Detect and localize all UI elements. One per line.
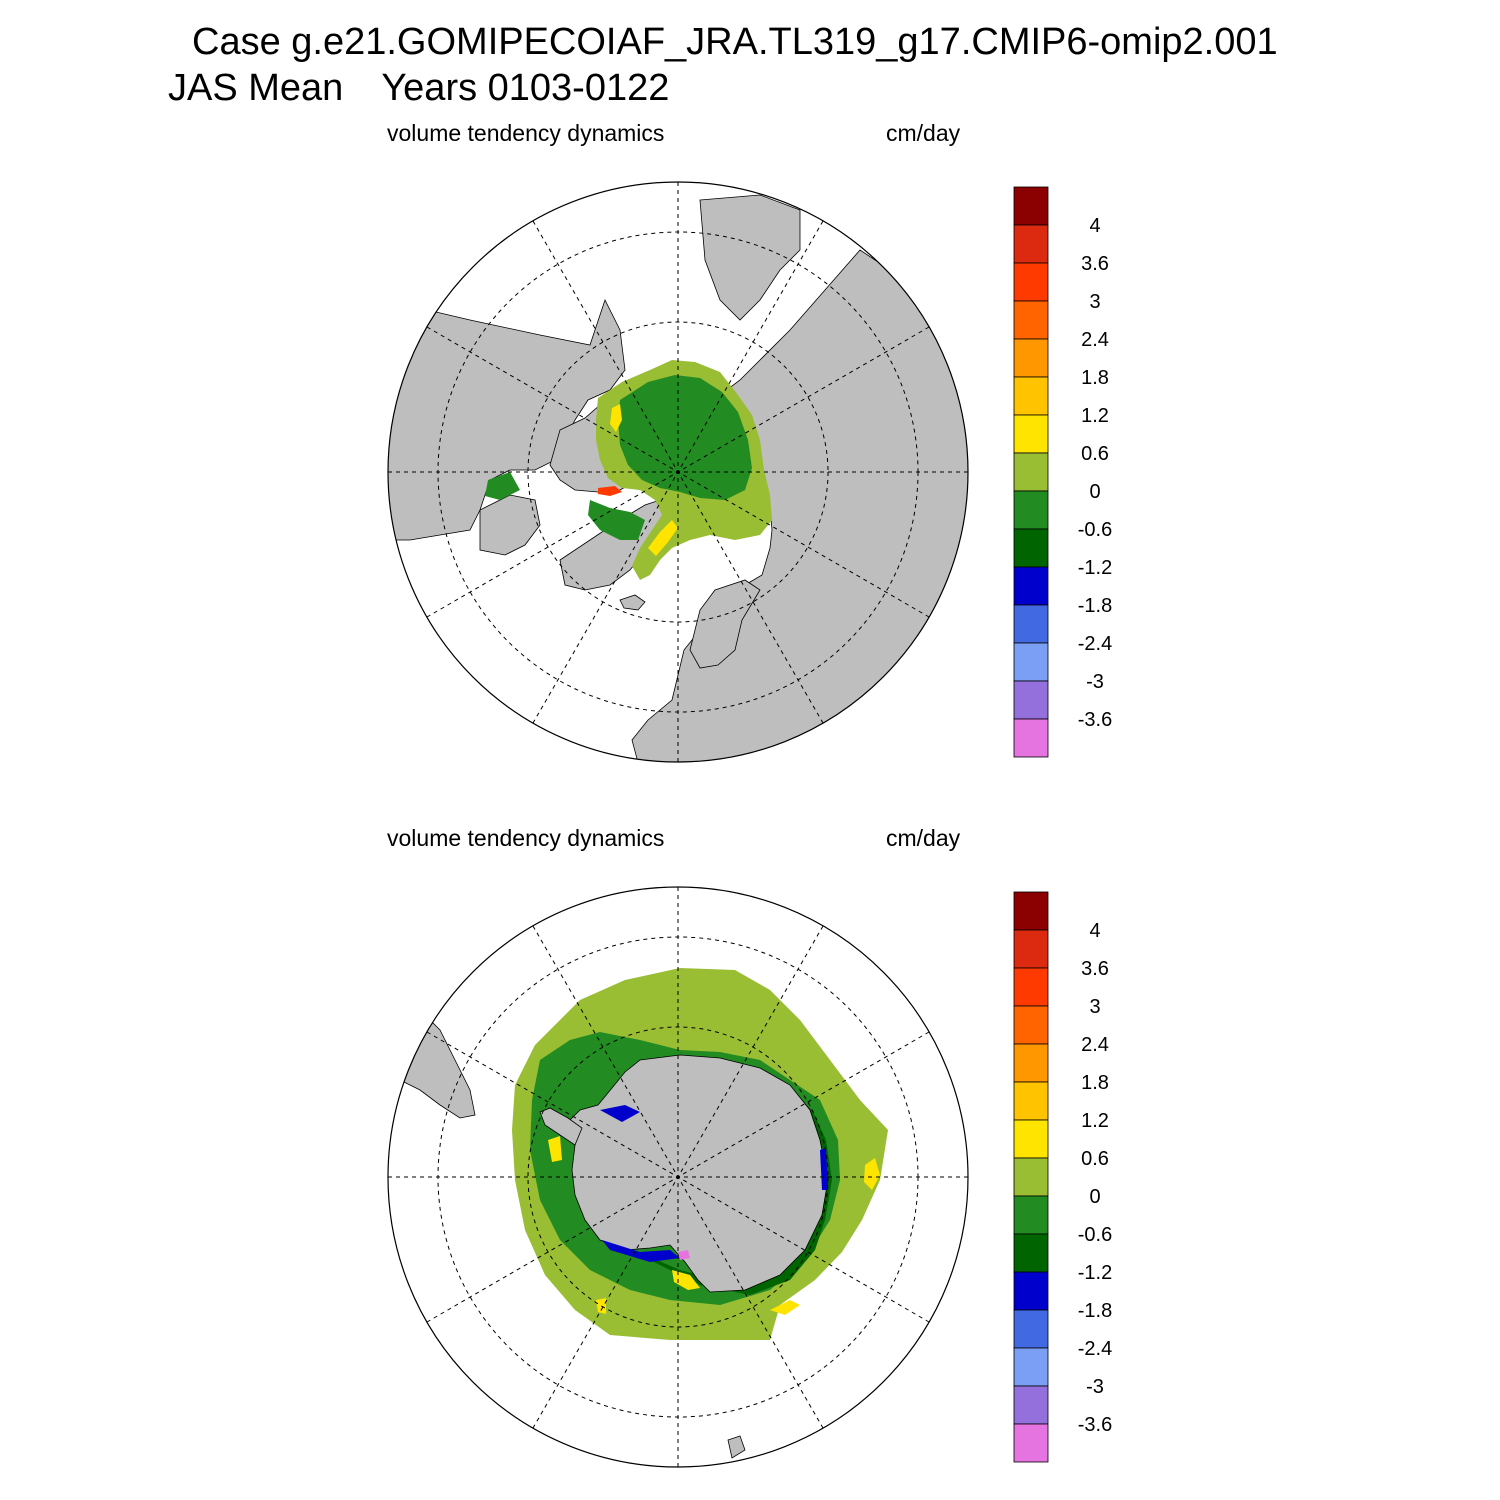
south-colorbar-label: 0 — [1089, 1186, 1100, 1208]
season-label: JAS Mean — [168, 67, 344, 109]
land-scandinavia — [689, 579, 761, 669]
south-colorbar-label: -3.6 — [1078, 1414, 1112, 1436]
south-colorbar-label: 4 — [1089, 920, 1100, 942]
north-colorbar-swatch — [1013, 224, 1049, 264]
south-colorbar-swatch — [1013, 891, 1049, 931]
years-label: Years 0103-0122 — [381, 67, 670, 109]
north-colorbar-label: 3.6 — [1081, 253, 1109, 275]
antarctic-map — [387, 886, 969, 1468]
antarctic-yellow-east — [864, 1158, 880, 1190]
south-right-title: cm/day — [886, 825, 961, 851]
south-colorbar-label: 1.8 — [1081, 1072, 1109, 1094]
antarctic-blue-fringe-1 — [600, 1105, 640, 1122]
south-colorbar-swatch — [1013, 1233, 1049, 1273]
arctic-ice-band — [588, 500, 645, 540]
land-antarctic-peninsula — [539, 1107, 583, 1146]
south-graticule — [388, 887, 968, 1467]
north-colorbar-label: 1.8 — [1081, 367, 1109, 389]
north-colorbar-swatch — [1013, 452, 1049, 492]
south-colorbar-label: -1.8 — [1078, 1300, 1112, 1322]
north-colorbar-label: 3 — [1089, 291, 1100, 313]
north-colorbar-swatch — [1013, 376, 1049, 416]
land-tasmania — [727, 1435, 746, 1459]
north-map-boundary — [387, 181, 969, 763]
north-colorbar-label: -3 — [1086, 671, 1104, 693]
north-colorbar-label: -3.6 — [1078, 709, 1112, 731]
antarctic-yellow-west — [548, 1136, 562, 1162]
north-colorbar-label: -0.6 — [1078, 519, 1112, 541]
north-colorbar-label: -2.4 — [1078, 633, 1112, 655]
antarctic-yellow-south — [770, 1300, 800, 1315]
south-colorbar-swatch — [1013, 1385, 1049, 1425]
north-colorbar-label: -1.2 — [1078, 557, 1112, 579]
south-colorbar-swatch — [1013, 1157, 1049, 1197]
south-colorbar-swatch — [1013, 1119, 1049, 1159]
antarctic-yellow-sw — [596, 1298, 606, 1314]
north-colorbar-swatch — [1013, 604, 1049, 644]
north-colorbar-swatch — [1013, 718, 1049, 758]
south-colorbar-swatch — [1013, 929, 1049, 969]
south-colorbar-label: -3 — [1086, 1376, 1104, 1398]
arctic-positive-patch — [610, 404, 622, 432]
arctic-positive-strip — [648, 520, 678, 556]
south-colorbar-swatch — [1013, 1309, 1049, 1349]
south-colorbar-swatch — [1013, 1423, 1049, 1463]
north-colorbar-swatch — [1013, 338, 1049, 378]
south-colorbar-swatch — [1013, 967, 1049, 1007]
south-colorbar-label: -0.6 — [1078, 1224, 1112, 1246]
north-right-title: cm/day — [886, 120, 961, 146]
north-colorbar-label: 2.4 — [1081, 329, 1109, 351]
arctic-hudson-ice — [485, 472, 520, 500]
south-colorbar-swatch — [1013, 1271, 1049, 1311]
north-colorbar-swatch — [1013, 490, 1049, 530]
north-colorbar-swatch — [1013, 680, 1049, 720]
arctic-red-spot — [598, 486, 622, 496]
south-colorbar-swatch — [1013, 1081, 1049, 1121]
south-colorbar-swatch — [1013, 1043, 1049, 1083]
south-colorbar-label: 3 — [1089, 996, 1100, 1018]
north-colorbar-swatch — [1013, 186, 1049, 226]
north-colorbar-label: -1.8 — [1078, 595, 1112, 617]
north-left-title: volume tendency dynamics — [387, 120, 665, 146]
north-colorbar-swatch — [1013, 300, 1049, 340]
south-colorbar-label: 2.4 — [1081, 1034, 1109, 1056]
colorbar-north: 4 3.6 3 2.4 1.8 1.2 0.6 0 -0.6 -1.2 -1.8 -2.4 -3 -3.6 — [1013, 186, 1112, 758]
north-colorbar-label: 4 — [1089, 215, 1100, 237]
north-colorbar-label: 0.6 — [1081, 443, 1109, 465]
south-colorbar-label: 0.6 — [1081, 1148, 1109, 1170]
north-graticule — [388, 182, 968, 762]
north-colorbar-swatch — [1013, 528, 1049, 568]
land-hudson — [479, 494, 541, 556]
south-colorbar-swatch — [1013, 1195, 1049, 1235]
south-colorbar-label: -2.4 — [1078, 1338, 1112, 1360]
arctic-map — [387, 181, 969, 763]
south-colorbar-label: -1.2 — [1078, 1262, 1112, 1284]
land-alaska — [699, 194, 801, 321]
north-colorbar-swatch — [1013, 642, 1049, 682]
south-colorbar-label: 3.6 — [1081, 958, 1109, 980]
colorbar-south: 4 3.6 3 2.4 1.8 1.2 0.6 0 -0.6 -1.2 -1.8 -2.4 -3 -3.6 — [1013, 891, 1112, 1463]
case-title: Case g.e21.GOMIPECOIAF_JRA.TL319_g17.CMI… — [192, 21, 1278, 63]
south-map-boundary — [387, 886, 969, 1468]
season-title: JAS Mean Years 0103-0122 — [168, 66, 669, 110]
south-colorbar-swatch — [1013, 1347, 1049, 1387]
antarctic-pink-spot — [678, 1250, 690, 1260]
antarctic-blue-fringe-2 — [602, 1240, 680, 1262]
north-colorbar-label: 1.2 — [1081, 405, 1109, 427]
south-left-title: volume tendency dynamics — [387, 825, 665, 851]
north-colorbar-swatch — [1013, 414, 1049, 454]
south-colorbar-label: 1.2 — [1081, 1110, 1109, 1132]
north-colorbar-swatch — [1013, 566, 1049, 606]
south-colorbar-swatch — [1013, 1005, 1049, 1045]
arctic-ice-field — [485, 360, 772, 580]
land-iceland — [619, 594, 646, 611]
north-colorbar-label: 0 — [1089, 481, 1100, 503]
north-colorbar-swatch — [1013, 262, 1049, 302]
antarctic-blue-fringe-3 — [820, 1148, 828, 1190]
arctic-ice-core — [618, 375, 752, 500]
antarctic-yellow-ross — [672, 1270, 700, 1290]
